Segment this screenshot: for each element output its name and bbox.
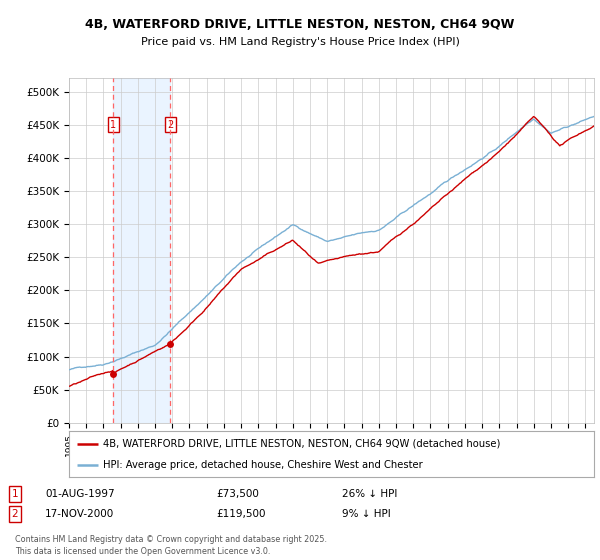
Bar [113, 78, 170, 423]
Text: 1: 1 [11, 489, 19, 499]
Text: 9% ↓ HPI: 9% ↓ HPI [342, 509, 391, 519]
Text: Price paid vs. HM Land Registry's House Price Index (HPI): Price paid vs. HM Land Registry's House … [140, 37, 460, 47]
Text: 1: 1 [110, 120, 116, 130]
Text: 4B, WATERFORD DRIVE, LITTLE NESTON, NESTON, CH64 9QW (detached house): 4B, WATERFORD DRIVE, LITTLE NESTON, NEST… [103, 438, 500, 449]
Text: £73,500: £73,500 [216, 489, 259, 499]
Text: 26% ↓ HPI: 26% ↓ HPI [342, 489, 397, 499]
Text: £119,500: £119,500 [216, 509, 265, 519]
Text: 01-AUG-1997: 01-AUG-1997 [45, 489, 115, 499]
Text: HPI: Average price, detached house, Cheshire West and Chester: HPI: Average price, detached house, Ches… [103, 460, 423, 470]
Text: 4B, WATERFORD DRIVE, LITTLE NESTON, NESTON, CH64 9QW: 4B, WATERFORD DRIVE, LITTLE NESTON, NEST… [85, 18, 515, 31]
Text: 17-NOV-2000: 17-NOV-2000 [45, 509, 114, 519]
Text: Contains HM Land Registry data © Crown copyright and database right 2025.
This d: Contains HM Land Registry data © Crown c… [15, 535, 327, 556]
Text: 2: 2 [167, 120, 173, 130]
Text: 2: 2 [11, 509, 19, 519]
